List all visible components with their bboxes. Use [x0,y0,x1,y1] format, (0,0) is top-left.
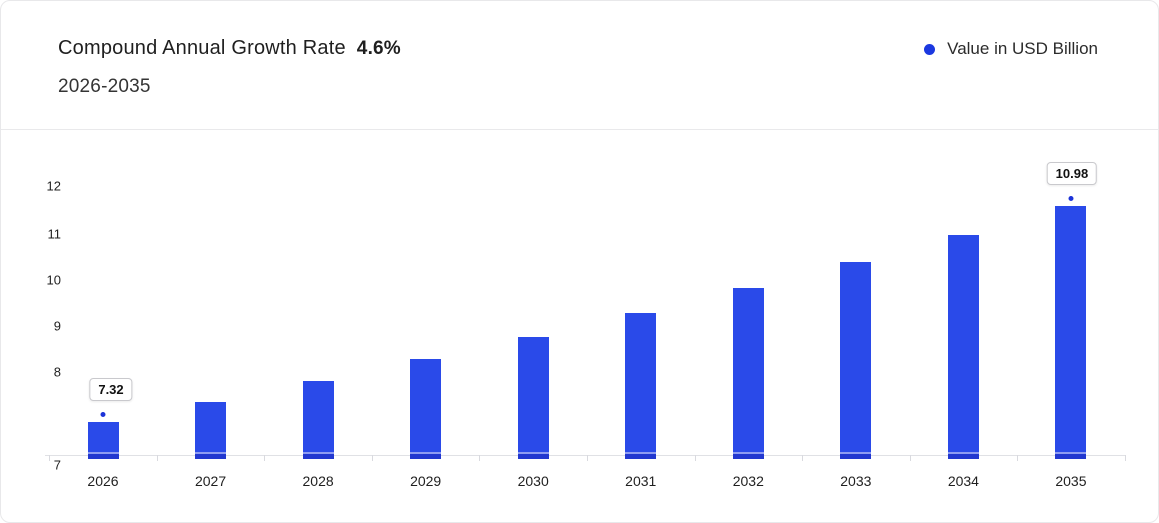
x-axis-label: 2029 [410,473,442,489]
bar-base [195,452,227,459]
bar-base [1055,452,1087,459]
title-row: Compound Annual Growth Rate 4.6% [58,37,401,60]
x-axis-tick [695,455,696,461]
bar-base [840,452,872,459]
x-axis-label: 2030 [517,473,549,489]
x-axis-label: 2027 [194,473,227,489]
bar-2030[interactable] [517,337,549,459]
x-axis-label: 2031 [625,473,657,489]
x-axis-label: 2033 [840,473,872,489]
x-axis-tick [1125,455,1126,461]
bar-base [732,452,764,459]
y-axis-label: 8 [53,364,61,380]
bar-base [87,452,119,459]
y-axis-label: 9 [53,318,61,334]
x-axis-tick [372,455,373,461]
y-axis-label: 11 [47,226,62,242]
x-axis-tick [479,455,480,461]
bar-2029[interactable] [410,359,442,459]
x-axis-label: 2034 [947,473,979,489]
value-label: 10.98 [1046,162,1098,185]
point-marker-icon [98,410,108,419]
y-axis-label: 12 [46,178,61,194]
period-subtitle: 2026-2035 [58,76,151,97]
bar-base [302,452,334,459]
legend-item[interactable]: Value in USD Billion [924,39,1098,59]
x-axis-line [45,455,1125,456]
y-axis-label: 7 [53,457,61,473]
bar-2032[interactable] [732,288,764,459]
header-divider [1,129,1158,130]
bar-2026[interactable] [87,422,119,459]
bar-base [410,452,442,459]
x-axis-tick [264,455,265,461]
x-axis-tick [1017,455,1018,461]
x-axis-tick [157,455,158,461]
bar-base [517,452,549,459]
x-axis-label: 2028 [302,473,334,489]
x-axis-label: 2035 [1055,473,1087,489]
bar-2033[interactable] [840,262,872,459]
bar-base [947,452,979,459]
point-marker-icon [1066,194,1076,203]
chart-area: 12 11 10 9 8 7 2026 2027 2028 2029 2030 2031 2032 203… [1,129,1158,522]
x-axis-tick [910,455,911,461]
bar-2035[interactable] [1055,206,1087,459]
bar-2034[interactable] [947,235,979,459]
legend-label: Value in USD Billion [947,39,1098,58]
chart-header: Compound Annual Growth Rate 4.6% 2026-20… [1,1,1158,129]
x-axis-tick [49,455,50,461]
y-axis-label: 10 [46,272,61,288]
legend-marker-icon [924,43,936,55]
bar-base [625,452,657,459]
x-axis-tick [802,455,803,461]
x-axis-tick [587,455,588,461]
x-axis-label: 2032 [732,473,764,489]
bar-2031[interactable] [625,313,657,459]
page-title: Compound Annual Growth Rate [58,37,346,59]
cagr-value: 4.6% [356,38,401,59]
value-label: 7.32 [89,378,133,401]
bar-2027[interactable] [195,402,227,459]
x-axis-label: 2026 [87,473,119,489]
bar-2028[interactable] [302,381,334,459]
